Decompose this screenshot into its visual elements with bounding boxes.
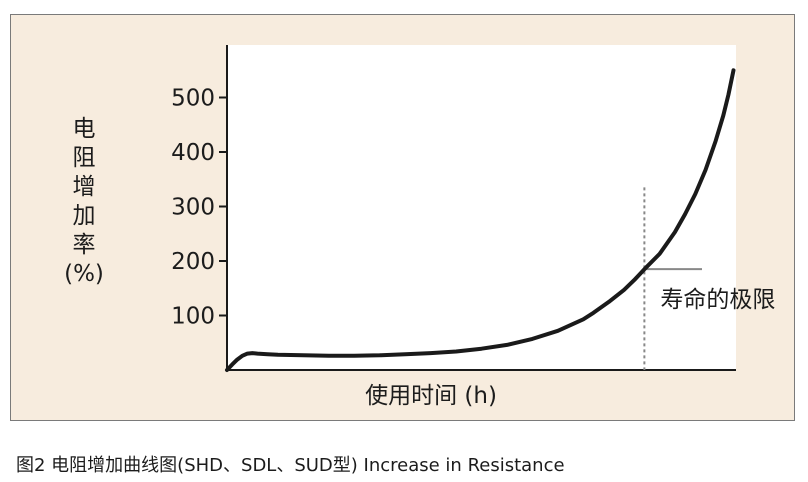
plot-area [227, 45, 736, 370]
y-axis-ticks: 100 200 300 400 500 [171, 86, 227, 330]
resistance-curve [225, 68, 736, 372]
y-axis-title-char: 加 [73, 203, 96, 229]
x-axis-title: 使用时间 (h) [365, 383, 497, 409]
y-axis-title-char: (%) [64, 261, 104, 287]
y-tick-label: 400 [171, 140, 215, 166]
y-tick-label: 500 [171, 86, 215, 112]
y-tick-label: 200 [171, 249, 215, 275]
figure-panel: 100 200 300 400 500 电阻增加率 (%) 使用时间 (h) 寿命的极限 [10, 14, 795, 421]
y-axis-title-char: 率 [73, 232, 96, 258]
y-tick-label: 300 [171, 195, 215, 221]
y-tick-label: 100 [171, 304, 215, 330]
figure-caption: 图2 电阻增加曲线图(SHD、SDL、SUD型) Increase in Res… [16, 455, 565, 476]
life-limit-label: 寿命的极限 [660, 287, 775, 313]
y-axis-title-char: 阻 [73, 145, 96, 171]
y-axis-title-char: 增 [73, 174, 96, 200]
y-axis-title-char: 电 [73, 116, 96, 142]
